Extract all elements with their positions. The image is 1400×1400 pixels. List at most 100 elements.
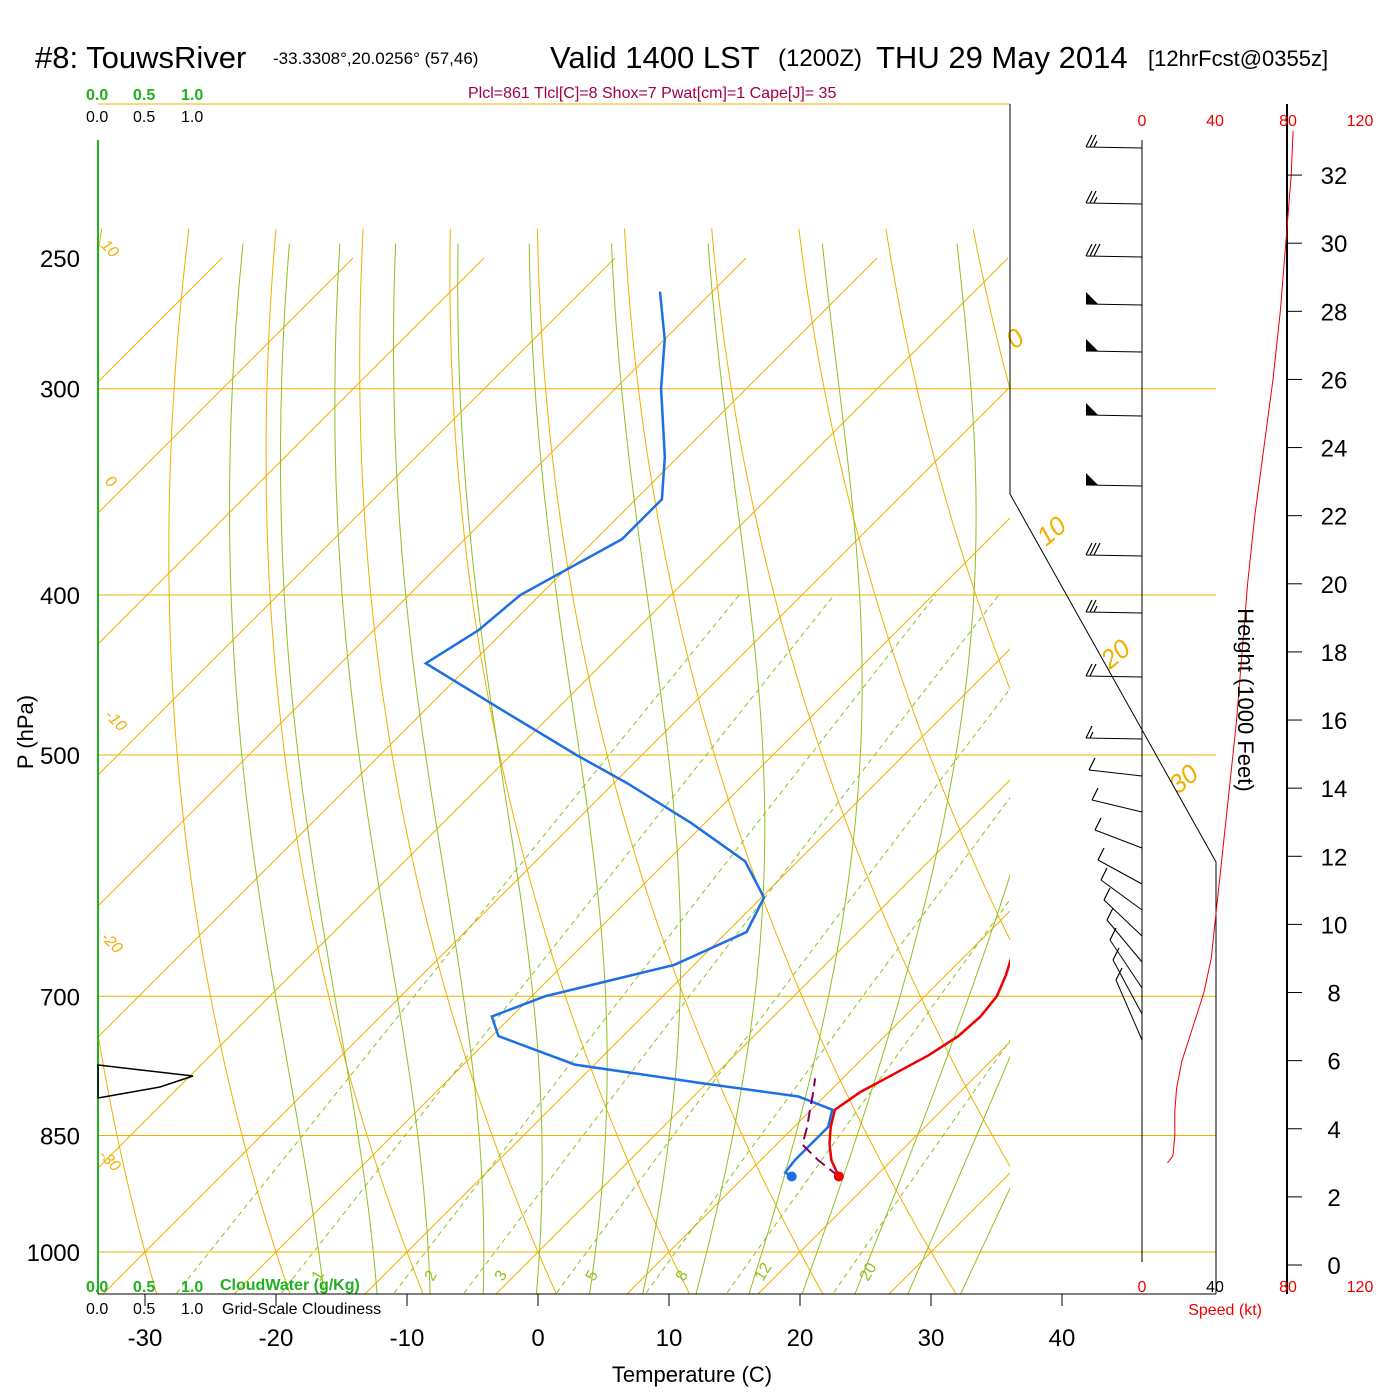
height-tick-label: 0 (1327, 1253, 1340, 1280)
temperature-tick-label: 30 (918, 1325, 945, 1352)
wind-barb (1085, 403, 1143, 417)
barb-staff (1085, 146, 1143, 149)
cloudiness-label: Grid-Scale Cloudiness (222, 1301, 381, 1318)
dry-adiabat-lines (98, 228, 1400, 1308)
barb-full (1085, 663, 1093, 677)
moist-adiabat (611, 243, 682, 1294)
barb-full (1106, 907, 1114, 921)
cloudwater-tick: 1.0 (181, 87, 203, 104)
isotherm-line (757, 1041, 1010, 1294)
valid-date: THU 29 May 2014 (876, 40, 1128, 75)
cloudiness-tick: 1.0 (181, 109, 203, 126)
barb-full (1091, 787, 1099, 801)
moist-adiabat (748, 243, 863, 1294)
barb-full (1109, 927, 1117, 941)
pressure-tick-label: 500 (40, 743, 80, 770)
barb-staff (1085, 303, 1143, 306)
moist-adiabat (854, 873, 1010, 1294)
moist-adiabat (907, 1055, 1010, 1294)
height-tick-label: 20 (1321, 572, 1348, 599)
wind-barb (1085, 190, 1143, 205)
mixing-ratio-label: 2 (422, 1268, 441, 1284)
barb-half (1089, 731, 1094, 739)
mixing-ratio-line (462, 594, 1000, 1294)
pressure-tick-label: 1000 (27, 1240, 80, 1267)
isotherm-label: 10 (1031, 510, 1073, 552)
pressure-tick-label: 700 (40, 984, 80, 1011)
cloudiness-tick: 0.0 (86, 109, 108, 126)
dewpoint-line (423, 291, 834, 1178)
height-tick-label: 30 (1321, 231, 1348, 258)
mixing-ratio-label: 20 (857, 1260, 881, 1284)
barb-half (1093, 605, 1098, 613)
barb-full (1085, 134, 1093, 148)
barb-staff (1085, 414, 1143, 417)
barb-staff (1091, 799, 1143, 813)
moist-adiabat (457, 243, 543, 1294)
mixing-ratio-line (392, 594, 937, 1294)
dry-adiabat (98, 228, 158, 1294)
plot-frame (97, 103, 1288, 1295)
pressure-tick-label: 850 (40, 1123, 80, 1150)
temperature-tick-label: -10 (390, 1325, 425, 1352)
wind-barb (1097, 847, 1143, 885)
mixing-ratio-label: 8 (673, 1268, 692, 1284)
barb-full (1089, 190, 1097, 204)
barb-full (1089, 542, 1097, 556)
isotherm-label: -10 (101, 707, 129, 735)
barb-full (1085, 542, 1093, 556)
cloudiness-tick: 1.0 (181, 1301, 203, 1318)
barb-staff (1085, 737, 1143, 740)
cloudwater-tick: 1.0 (181, 1279, 203, 1296)
wind-barb (1112, 947, 1143, 1015)
cloudiness-profile (97, 1064, 194, 1099)
speed-tick: 0 (1138, 113, 1147, 130)
barb-full (1112, 947, 1120, 961)
barb-staff (1103, 899, 1143, 937)
isotherm-line (626, 910, 1010, 1294)
dry-adiabat (1235, 229, 1400, 1308)
barb-full (1093, 243, 1101, 257)
mixing-ratio-labels: 1 2 3 5 8 12 20 (309, 1260, 881, 1284)
barb-staff (1085, 202, 1143, 205)
forecast-label: [12hrFcst@0355z] (1148, 46, 1328, 71)
valid-zulu: (1200Z) (778, 45, 862, 72)
speed-tick: 120 (1347, 1279, 1374, 1296)
isotherm-line (98, 257, 878, 1038)
isotherm-label: 0 (1000, 322, 1031, 355)
barb-staff (1109, 939, 1143, 989)
temperature-tick-label: 10 (656, 1325, 683, 1352)
cloudwater-tick: 0.5 (133, 1279, 155, 1296)
temperature-axis-label: Temperature (C) (612, 1362, 772, 1387)
mixing-ratio-label: 12 (752, 1260, 776, 1284)
barb-staff (1085, 484, 1143, 487)
wind-barbs (1085, 134, 1143, 1041)
wind-barb (1085, 292, 1143, 306)
speed-axis: 0 40 80 120 0 40 80 120 Speed (kt) (1138, 113, 1374, 1319)
speed-tick: 80 (1279, 113, 1297, 130)
height-tick-label: 6 (1327, 1049, 1340, 1076)
sounding-series (423, 291, 1010, 1178)
isotherm-line (364, 648, 1010, 1294)
cloudiness-tick: 0.5 (133, 109, 155, 126)
isotherm-line (98, 257, 354, 514)
mixing-ratio-label: 5 (583, 1268, 602, 1284)
mixing-ratio-line (725, 898, 1010, 1294)
mixing-ratio-lines (175, 594, 1010, 1294)
moist-adiabat (960, 1187, 1010, 1294)
moist-adiabat (279, 243, 378, 1294)
barb-full (1089, 663, 1097, 677)
isotherm-line (233, 517, 1010, 1294)
wind-barb (1085, 339, 1143, 353)
dry-adiabat (265, 228, 424, 1294)
height-tick-label: 10 (1321, 912, 1348, 939)
barb-staff (1100, 879, 1143, 911)
dry-adiabat (359, 228, 557, 1294)
pressure-tick-label: 250 (40, 246, 80, 273)
speed-axis-label: Speed (kt) (1188, 1302, 1262, 1319)
cloudwater-tick: 0.5 (133, 87, 155, 104)
barb-staff (1106, 919, 1143, 963)
barb-full (1088, 757, 1096, 771)
moist-adiabat (393, 243, 485, 1294)
